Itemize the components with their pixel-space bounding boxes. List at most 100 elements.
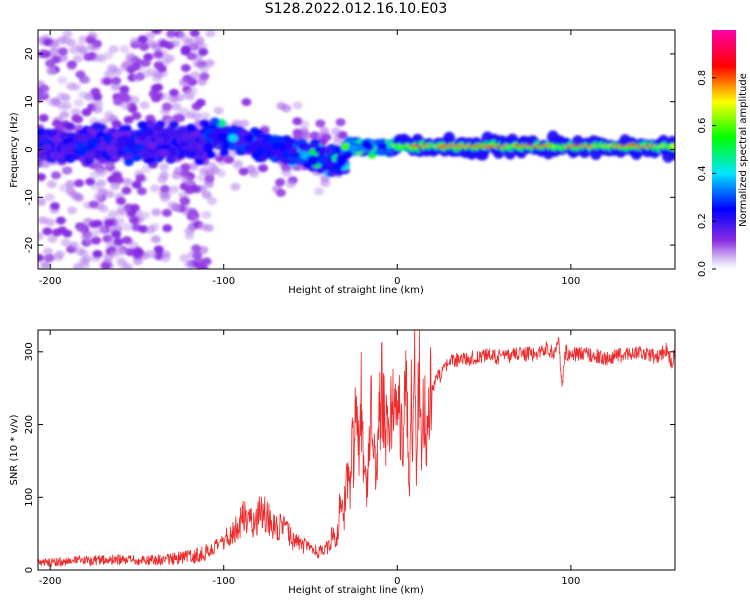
spectrogram-cell (186, 123, 197, 132)
spectrogram-cell (136, 187, 147, 196)
spectrogram-cell (57, 76, 68, 85)
spectrogram-cell (179, 254, 190, 262)
spectrogram-cell (108, 45, 119, 54)
spectrogram-cell (201, 257, 212, 266)
spectrogram-cell (181, 174, 191, 183)
spectrogram-cell (168, 120, 179, 129)
spectrogram-cell (186, 52, 197, 61)
spectrogram-cells (38, 30, 675, 269)
spectrogram-cell (86, 42, 97, 51)
spectrogram-cell (281, 168, 292, 177)
spectrogram-cell (302, 132, 313, 141)
spectrogram-cell (377, 142, 388, 151)
spectrogram-cell (74, 179, 85, 188)
spectrogram-cell (121, 236, 132, 245)
spectrogram-cell (93, 101, 104, 110)
spectrogram-cell (183, 260, 194, 269)
spectrogram-cell (141, 69, 152, 78)
spectrogram-cell (188, 86, 199, 95)
spectrogram-cell (165, 155, 176, 164)
snr-y-tick-label: 300 (24, 342, 35, 361)
spectrogram-cell (78, 133, 89, 142)
spectrogram-cell (233, 159, 244, 168)
spectrogram-y-ticks: -20 -10 0 10 20 (24, 48, 675, 253)
spectrogram-cell (59, 110, 70, 119)
spectrogram-cell (258, 164, 269, 173)
spectrogram-cell (174, 93, 185, 102)
spectrogram-cell (57, 226, 68, 235)
spectrogram-cell (239, 119, 250, 128)
spectrogram-cell (44, 193, 55, 202)
colorbar-tick-label: 0.0 (697, 261, 708, 277)
spectrogram-cell (275, 178, 286, 187)
spectrogram-cell (49, 41, 60, 50)
spectrogram-cell (153, 50, 164, 59)
spectrogram-cell (75, 142, 85, 151)
spectrogram-cell (153, 70, 164, 79)
spectrogram-cell (180, 64, 191, 72)
colorbar-tick-label: 0.2 (697, 213, 708, 229)
spectrogram-cell (49, 151, 60, 160)
spectrogram-cell (92, 92, 103, 101)
spectrogram-cell (51, 119, 62, 128)
spectrogram-cell (207, 162, 218, 171)
spectrogram-cell (238, 167, 249, 176)
spectrogram-cell (38, 127, 46, 136)
spectrogram-cell (180, 197, 191, 206)
spectrogram-cell (107, 148, 118, 157)
colorbar-label: Normalized spectral amplitude (738, 73, 749, 227)
spectrogram-cell (88, 229, 99, 238)
spectrogram-cell (166, 30, 177, 38)
spectrogram-cell (188, 162, 199, 171)
spectrogram-cell (173, 166, 184, 175)
colorbar-tick-label: 0.8 (697, 70, 708, 86)
spectrogram-cell (161, 208, 172, 217)
spectrogram-cell (74, 194, 85, 203)
spectrogram-cell (170, 39, 181, 48)
spectrogram-cell (122, 223, 133, 232)
spectrogram-cell (111, 230, 122, 239)
spectrogram-cell (153, 245, 164, 254)
spectrogram-cell (139, 101, 150, 110)
spectrogram-cell (129, 203, 140, 212)
spectrogram-cell (38, 197, 47, 206)
spectrogram-cell (139, 43, 150, 51)
spectrogram-cell (47, 235, 58, 243)
spectrogram-cell (73, 98, 84, 107)
spectrogram-cell (161, 92, 172, 101)
spectrogram-cell (54, 250, 65, 259)
spectrogram-cell (70, 83, 81, 92)
spectrogram-cell (55, 216, 66, 225)
spectrogram-cell (111, 120, 122, 128)
spectrogram-cell (189, 30, 200, 38)
spectrogram-cell (91, 121, 102, 130)
spectrogram-cell (150, 235, 161, 244)
spectrogram-x-tick-label: -100 (212, 276, 235, 287)
spectrogram-cell (187, 143, 198, 152)
spectrogram-cell (344, 136, 355, 145)
spectrogram-cell (51, 171, 61, 180)
spectrogram-cell (89, 171, 100, 180)
spectrogram-cell (66, 38, 77, 47)
spectrogram-cell (152, 123, 163, 132)
spectrogram-cell (147, 250, 158, 259)
spectrogram-cell (103, 134, 114, 143)
snr-x-label: Height of straight line (km) (288, 585, 424, 596)
spectrogram-cell (133, 73, 143, 82)
spectrogram-cell (137, 121, 148, 129)
spectrogram-cell (79, 262, 90, 269)
spectrogram-cell (190, 71, 200, 80)
colorbar-tick-label: 0.6 (697, 118, 708, 134)
spectrogram-cell (238, 128, 249, 137)
spectrogram-cell (185, 37, 196, 46)
spectrogram-cell (189, 214, 200, 223)
spectrogram-cell (114, 217, 125, 226)
spectrogram-cell (38, 80, 45, 89)
spectrogram-cell (137, 35, 148, 44)
spectrogram-cell (292, 101, 303, 110)
spectrogram-cell (107, 64, 118, 72)
spectrogram-x-tick-label: -200 (39, 276, 62, 287)
spectrogram-cell (144, 128, 155, 137)
spectrogram-cell (137, 132, 147, 141)
spectrogram-cell (178, 140, 189, 149)
